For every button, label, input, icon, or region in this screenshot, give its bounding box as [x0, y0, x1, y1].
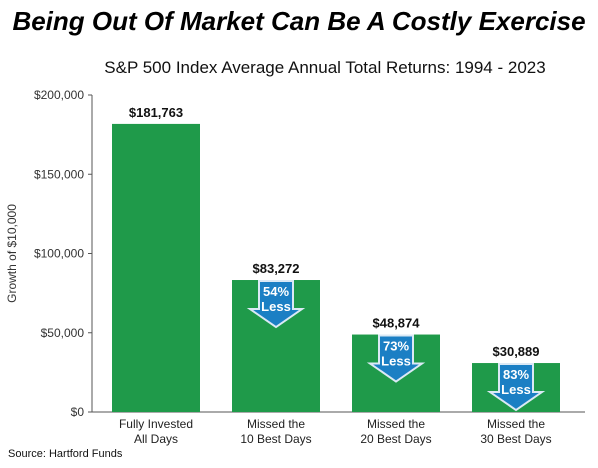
- y-tick-label: $100,000: [34, 247, 84, 261]
- bar: [112, 123, 200, 413]
- y-tick-label: $50,000: [41, 326, 85, 340]
- data-label: $30,889: [493, 344, 540, 359]
- x-tick-label: 30 Best Days: [480, 432, 551, 446]
- arrow-percent-label: 83%: [503, 367, 529, 382]
- y-tick-label: $0: [71, 405, 85, 419]
- arrow-percent-label: 73%: [383, 339, 409, 354]
- x-tick-label: 20 Best Days: [360, 432, 431, 446]
- data-label: $83,272: [253, 261, 300, 276]
- y-tick-label: $200,000: [34, 88, 84, 102]
- source-note: Source: Hartford Funds: [8, 448, 123, 460]
- down-arrow-icon: [246, 280, 306, 329]
- y-axis-label: Growth of $10,000: [5, 204, 19, 303]
- down-arrow-icon: [366, 334, 426, 383]
- down-arrow-icon: [486, 363, 546, 412]
- x-tick-label: Fully Invested: [119, 417, 193, 431]
- x-tick-label: 10 Best Days: [240, 432, 311, 446]
- x-tick-label: Missed the: [367, 417, 425, 431]
- y-tick-label: $150,000: [34, 167, 84, 181]
- chart-title: Being Out Of Market Can Be A Costly Exer…: [12, 6, 586, 36]
- arrow-percent-label: 54%: [263, 284, 289, 299]
- arrow-less-label: Less: [261, 299, 291, 314]
- arrow-less-label: Less: [501, 382, 531, 397]
- x-tick-label: All Days: [134, 432, 178, 446]
- arrow-less-label: Less: [381, 354, 411, 369]
- data-label: $48,874: [373, 316, 421, 331]
- chart-subtitle: S&P 500 Index Average Annual Total Retur…: [104, 58, 546, 77]
- x-tick-label: Missed the: [487, 417, 545, 431]
- x-tick-label: Missed the: [247, 417, 305, 431]
- data-label: $181,763: [129, 105, 183, 120]
